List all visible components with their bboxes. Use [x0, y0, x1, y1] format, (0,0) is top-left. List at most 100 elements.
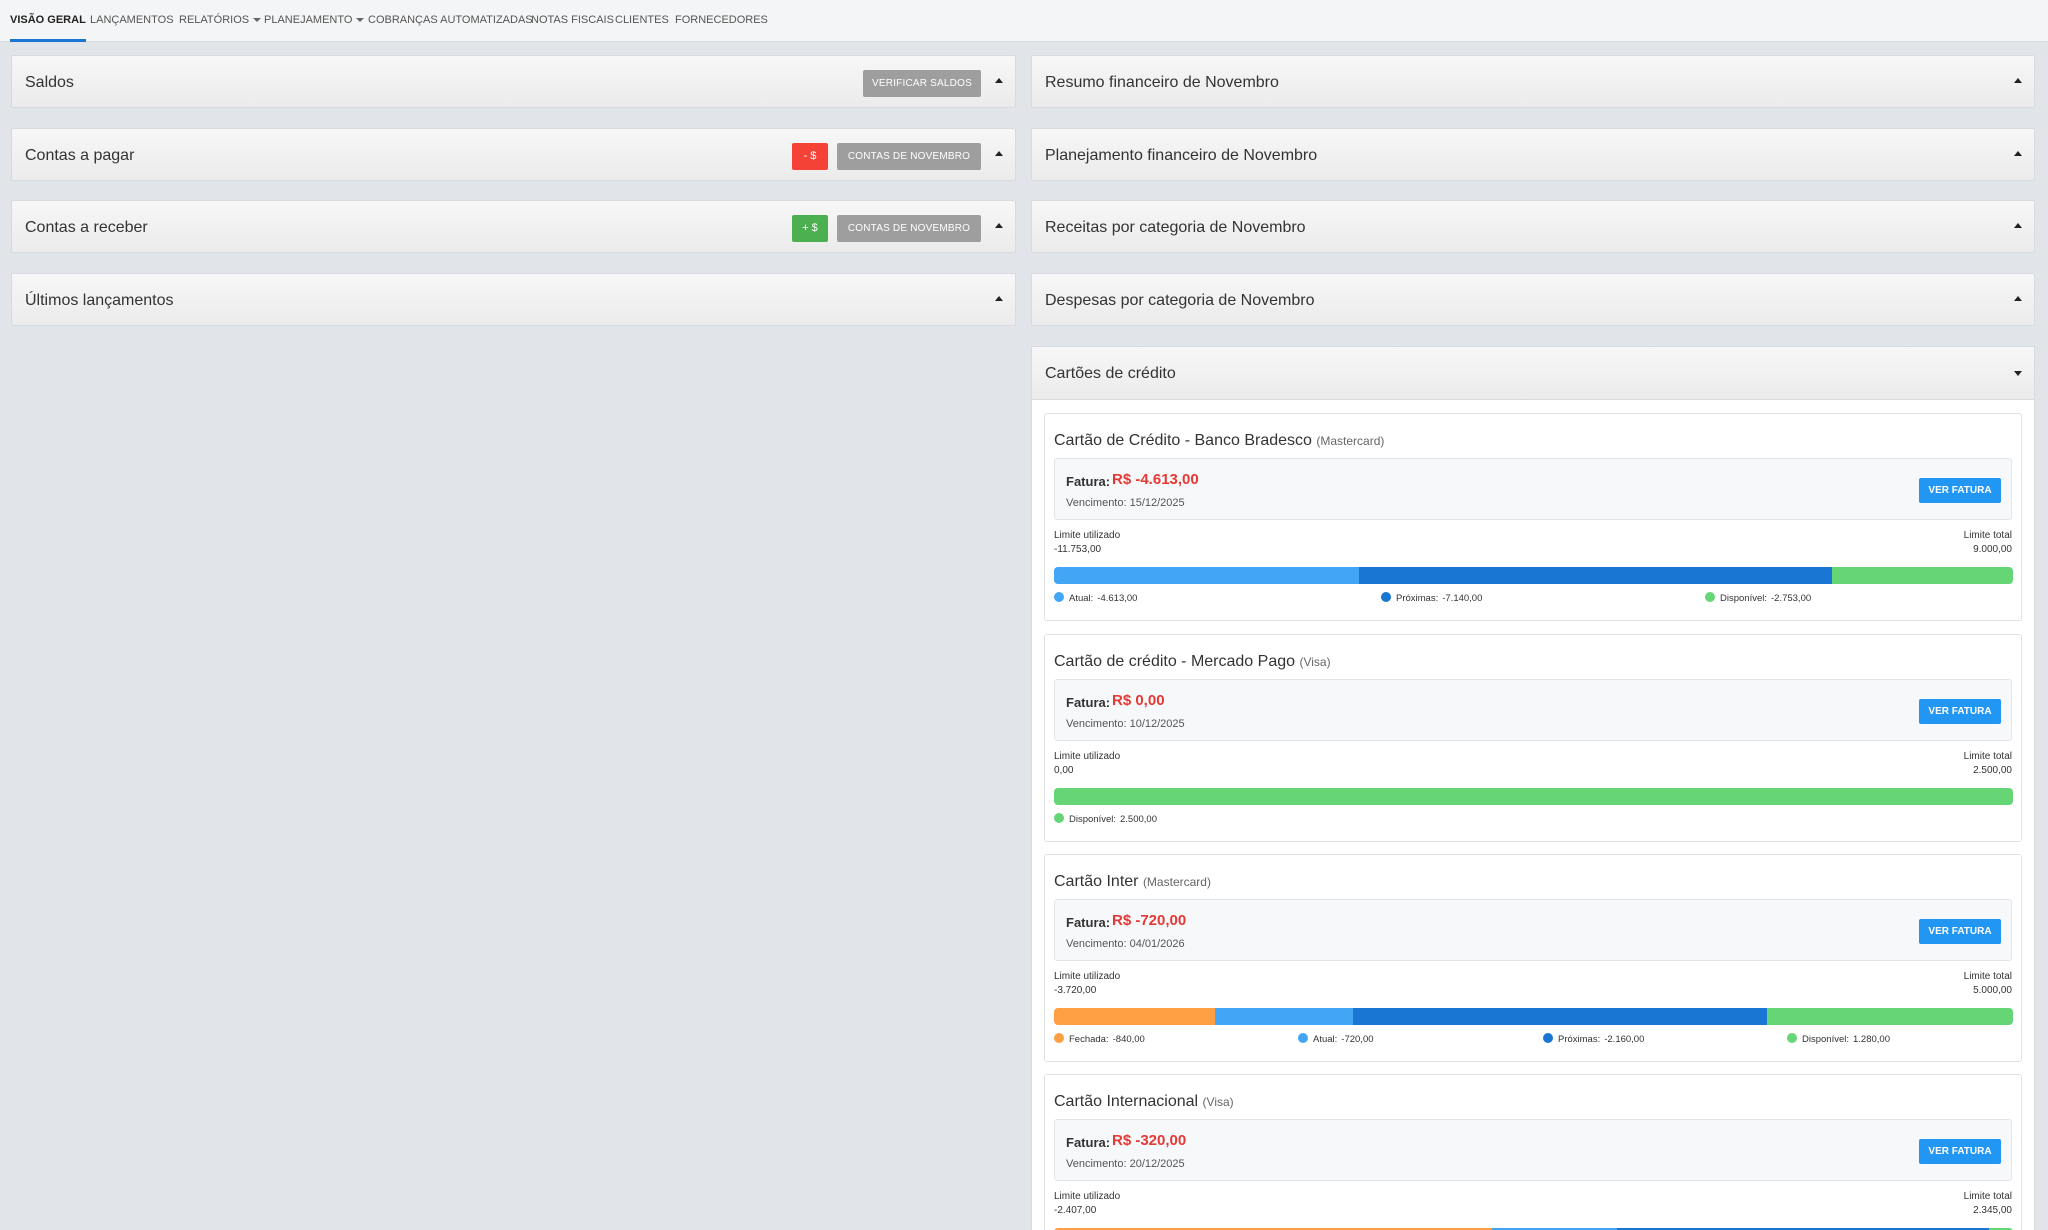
contas-novembro-button[interactable]: Contas de Novembro	[837, 143, 981, 170]
limite-utilizado-value: -2.407,00	[1054, 1205, 1097, 1216]
panel-planejamento-financeiro: Planejamento financeiro de Novembro	[1031, 128, 2035, 181]
panel-title: Receitas por categoria de Novembro	[1045, 219, 1306, 236]
bar-segment-atual	[1054, 567, 1359, 584]
ver-fatura-button[interactable]: Ver fatura	[1919, 478, 2001, 503]
tab-clientes[interactable]: Clientes	[615, 14, 669, 26]
panel-saldos: Saldos Verificar saldos	[11, 55, 1016, 108]
ver-fatura-button[interactable]: Ver fatura	[1919, 919, 2001, 944]
tab-cobrancas[interactable]: Cobranças Automatizadas	[368, 14, 533, 26]
legend-value: -840,00	[1112, 1034, 1145, 1045]
panel-contas-pagar: Contas a pagar - $ Contas de Novembro	[11, 128, 1016, 181]
legend-label: Disponível:	[1069, 814, 1116, 825]
legend-atual: Atual: -720,00	[1298, 1033, 1374, 1047]
disponivel-dot	[1054, 813, 1064, 824]
legend-disponivel: Disponível: 2.500,00	[1054, 813, 1157, 827]
card-brand: (Mastercard)	[1142, 875, 1211, 889]
limite-utilizado-label: Limite utilizado	[1054, 530, 1121, 541]
expand-icon[interactable]	[2014, 371, 2022, 376]
card-title: Cartão de crédito - Mercado Pago (Visa)	[1054, 653, 1331, 671]
legend-label: Disponível:	[1802, 1034, 1849, 1045]
chevron-down-icon	[253, 18, 262, 23]
legend-label: Atual:	[1069, 593, 1094, 604]
plus-dollar-button[interactable]: + $	[792, 215, 828, 242]
atual-dot	[1054, 592, 1064, 603]
panel-title: Últimos lançamentos	[25, 292, 174, 309]
ver-fatura-button[interactable]: Ver fatura	[1919, 1139, 2001, 1164]
ver-fatura-button[interactable]: Ver fatura	[1919, 699, 2001, 724]
tab-visao-geral[interactable]: Visão Geral	[10, 0, 86, 42]
tab-lancamentos[interactable]: Lançamentos	[90, 14, 174, 26]
limite-utilizado-label: Limite utilizado	[1054, 1191, 1121, 1202]
limit-bar	[1054, 567, 2013, 584]
collapse-icon[interactable]	[995, 78, 1003, 83]
legend-value: -720,00	[1341, 1034, 1374, 1045]
panel-receitas-categoria: Receitas por categoria de Novembro	[1031, 200, 2035, 253]
limite-total-value: 9.000,00	[1973, 544, 2012, 555]
tab-relatorios-label: Relatórios	[179, 14, 250, 26]
legend-label: Próximas:	[1558, 1034, 1601, 1045]
bar-segment-disponivel	[1054, 788, 2013, 805]
tab-fornecedores[interactable]: Fornecedores	[675, 14, 768, 26]
limite-total-value: 2.500,00	[1973, 765, 2012, 776]
fatura-label: Fatura:	[1066, 1135, 1111, 1150]
credit-card: Cartão Inter (Mastercard) Fatura: R$ -72…	[1044, 854, 2022, 1062]
minus-dollar-button[interactable]: - $	[792, 143, 828, 170]
legend-label: Próximas:	[1396, 593, 1439, 604]
contas-novembro-button[interactable]: Contas de Novembro	[837, 215, 981, 242]
limite-utilizado-label: Limite utilizado	[1054, 971, 1121, 982]
panel-cartoes-credito: Cartões de crédito	[1031, 346, 2035, 400]
bar-legend: Fechada: -840,00 Atual: -720,00 Próximas: -…	[1054, 1033, 2013, 1047]
panel-resumo-financeiro: Resumo financeiro de Novembro	[1031, 55, 2035, 108]
bar-segment-disponivel	[1831, 567, 2013, 584]
collapse-icon[interactable]	[995, 151, 1003, 156]
collapse-icon[interactable]	[2014, 296, 2022, 301]
tab-planejamento[interactable]: Planejamento	[264, 0, 365, 42]
tab-relatorios[interactable]: Relatórios	[179, 0, 262, 42]
collapse-icon[interactable]	[995, 296, 1003, 301]
legend-value: -2.753,00	[1771, 593, 1812, 604]
limite-total-label: Limite total	[1963, 530, 2012, 541]
panel-title: Planejamento financeiro de Novembro	[1045, 147, 1318, 164]
verificar-saldos-button[interactable]: Verificar saldos	[863, 70, 981, 97]
legend-label: Atual:	[1313, 1034, 1338, 1045]
bar-legend: Atual: -4.613,00 Próximas: -7.140,00 Dispo…	[1054, 592, 2013, 606]
limit-bar	[1054, 1228, 2013, 1230]
atual-dot	[1298, 1033, 1308, 1044]
panel-title: Cartões de crédito	[1045, 365, 1176, 382]
panel-title: Saldos	[25, 74, 74, 91]
limite-utilizado-value: -3.720,00	[1054, 985, 1097, 996]
collapse-icon[interactable]	[2014, 223, 2022, 228]
limite-total-label: Limite total	[1963, 971, 2012, 982]
panel-title: Despesas por categoria de Novembro	[1045, 292, 1315, 309]
tab-notas-fiscais[interactable]: Notas Fiscais	[531, 14, 614, 26]
card-name: Cartão de crédito - Mercado Pago	[1054, 653, 1296, 670]
legend-value: -7.140,00	[1442, 593, 1483, 604]
legend-atual: Atual: -4.613,00	[1054, 592, 1137, 606]
card-brand: (Mastercard)	[1316, 434, 1385, 448]
vencimento: Vencimento: 10/12/2025	[1066, 718, 1185, 730]
limite-total-label: Limite total	[1963, 751, 2012, 762]
legend-label: Disponível:	[1720, 593, 1767, 604]
fatura-value: R$ -320,00	[1112, 1132, 1187, 1149]
card-name: Cartão de Crédito - Banco Bradesco	[1054, 432, 1312, 449]
fatura-box: Fatura: R$ -320,00 Vencimento: 20/12/202…	[1054, 1119, 2012, 1181]
collapse-icon[interactable]	[995, 223, 1003, 228]
credit-card: Cartão de Crédito - Banco Bradesco (Mast…	[1044, 413, 2022, 621]
legend-fechada: Fechada: -840,00	[1054, 1033, 1145, 1047]
panel-title: Contas a receber	[25, 219, 148, 236]
fatura-label: Fatura:	[1066, 474, 1111, 489]
card-brand: (Visa)	[1202, 1095, 1234, 1109]
limite-utilizado-value: -11.753,00	[1054, 544, 1102, 555]
collapse-icon[interactable]	[2014, 78, 2022, 83]
legend-value: 1.280,00	[1853, 1034, 1890, 1045]
disponivel-dot	[1787, 1033, 1797, 1044]
fatura-box: Fatura: R$ -720,00 Vencimento: 04/01/202…	[1054, 899, 2012, 961]
legend-value: -4.613,00	[1097, 593, 1138, 604]
bar-segment-atual	[1215, 1008, 1354, 1025]
bar-legend: Disponível: 2.500,00	[1054, 813, 2013, 827]
collapse-icon[interactable]	[2014, 151, 2022, 156]
card-title: Cartão Inter (Mastercard)	[1054, 873, 1211, 891]
vencimento: Vencimento: 04/01/2026	[1066, 938, 1185, 950]
fatura-box: Fatura: R$ -4.613,00 Vencimento: 15/12/2…	[1054, 458, 2012, 520]
fechada-dot	[1054, 1033, 1064, 1044]
